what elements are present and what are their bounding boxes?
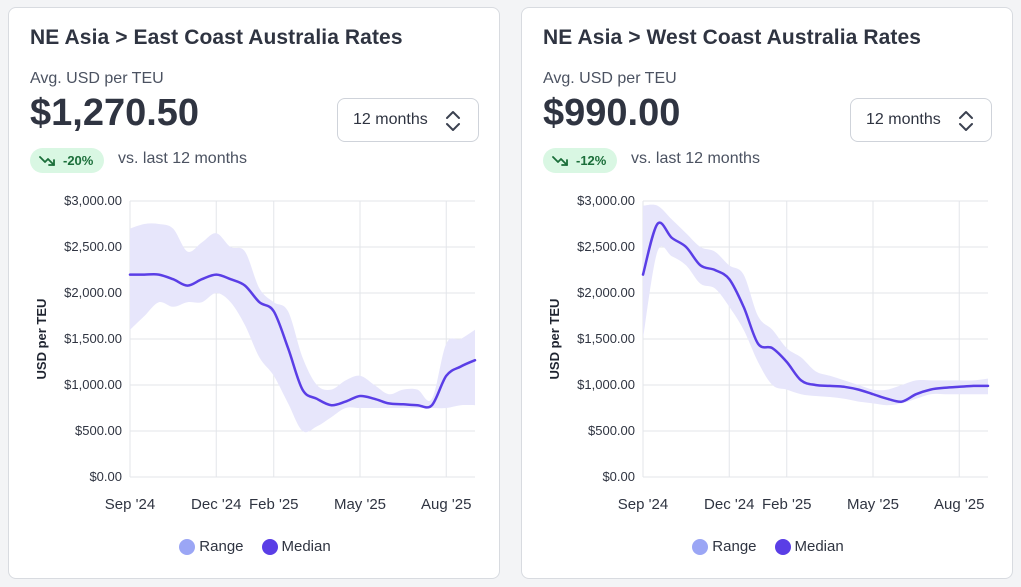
x-tick-label: Dec '24 — [704, 496, 754, 513]
period-select[interactable]: 12 months — [337, 98, 479, 142]
change-caption: vs. last 12 months — [118, 150, 247, 167]
legend-item-range[interactable]: Range — [179, 538, 244, 555]
card-title: NE Asia > East Coast Australia Rates — [30, 26, 403, 49]
rate-card-west-coast: NE Asia > West Coast Australia Rates Avg… — [521, 7, 1013, 579]
x-tick-label: Aug '25 — [421, 496, 471, 513]
change-badge: -20% — [30, 148, 105, 173]
period-select-value: 12 months — [353, 111, 428, 128]
y-tick-label: $0.00 — [602, 469, 635, 484]
range-band — [643, 204, 988, 406]
legend-swatch-median — [774, 538, 791, 555]
y-tick-label: $2,500.00 — [64, 239, 122, 254]
y-tick-label: $0.00 — [89, 469, 122, 484]
legend-label-median: Median — [281, 538, 331, 555]
chevron-up-down-icon — [446, 111, 460, 131]
y-axis-label: USD per TEU — [547, 299, 562, 380]
legend-label-range: Range — [199, 538, 244, 555]
y-tick-label: $500.00 — [75, 423, 122, 438]
legend-swatch-range — [179, 538, 196, 555]
period-select[interactable]: 12 months — [850, 98, 992, 142]
y-tick-label: $2,000.00 — [577, 285, 635, 300]
y-tick-label: $2,500.00 — [577, 239, 635, 254]
y-tick-label: $1,000.00 — [577, 377, 635, 392]
trend-down-icon — [552, 155, 568, 166]
x-tick-label: May '25 — [334, 496, 386, 513]
rate-chart: $0.00 $500.00 $1,000.00 $1,500.00 $2,000.00 $… — [34, 193, 477, 513]
legend-swatch-median — [261, 538, 278, 555]
period-select-value: 12 months — [866, 111, 941, 128]
metric-value: $990.00 — [543, 92, 681, 134]
y-tick-label: $1,500.00 — [64, 331, 122, 346]
y-axis-label: USD per TEU — [34, 299, 49, 380]
y-tick-label: $3,000.00 — [577, 193, 635, 208]
legend-label-median: Median — [794, 538, 844, 555]
card-title: NE Asia > West Coast Australia Rates — [543, 26, 922, 49]
x-tick-label: Aug '25 — [934, 496, 984, 513]
y-tick-label: $1,500.00 — [577, 331, 635, 346]
chevron-up-down-icon — [959, 111, 973, 131]
change-badge: -12% — [543, 148, 618, 173]
y-tick-label: $1,000.00 — [64, 377, 122, 392]
legend-label-range: Range — [712, 538, 757, 555]
chart-legend: Range Median — [9, 538, 501, 555]
y-tick-label: $500.00 — [588, 423, 635, 438]
metric-value: $1,270.50 — [30, 92, 200, 134]
median-line — [128, 272, 477, 409]
range-band — [130, 223, 475, 433]
x-tick-label: Feb '25 — [249, 496, 299, 513]
x-tick-label: Feb '25 — [762, 496, 812, 513]
legend-item-range[interactable]: Range — [692, 538, 757, 555]
legend-item-median[interactable]: Median — [774, 538, 844, 555]
x-tick-label: Sep '24 — [105, 496, 155, 513]
rate-chart: $0.00 $500.00 $1,000.00 $1,500.00 $2,000.00 $… — [547, 193, 990, 513]
y-tick-label: $3,000.00 — [64, 193, 122, 208]
y-tick-label: $2,000.00 — [64, 285, 122, 300]
x-tick-label: Sep '24 — [618, 496, 668, 513]
median-line — [641, 221, 990, 403]
metric-label: Avg. USD per TEU — [543, 70, 677, 87]
x-tick-label: Dec '24 — [191, 496, 241, 513]
legend-swatch-range — [692, 538, 709, 555]
change-badge-value: -20% — [63, 153, 94, 168]
change-caption: vs. last 12 months — [631, 150, 760, 167]
legend-item-median[interactable]: Median — [261, 538, 331, 555]
x-tick-label: May '25 — [847, 496, 899, 513]
trend-down-icon — [39, 155, 55, 166]
metric-label: Avg. USD per TEU — [30, 70, 164, 87]
change-badge-value: -12% — [576, 153, 607, 168]
rate-card-east-coast: NE Asia > East Coast Australia Rates Avg… — [8, 7, 500, 579]
chart-legend: Range Median — [522, 538, 1014, 555]
